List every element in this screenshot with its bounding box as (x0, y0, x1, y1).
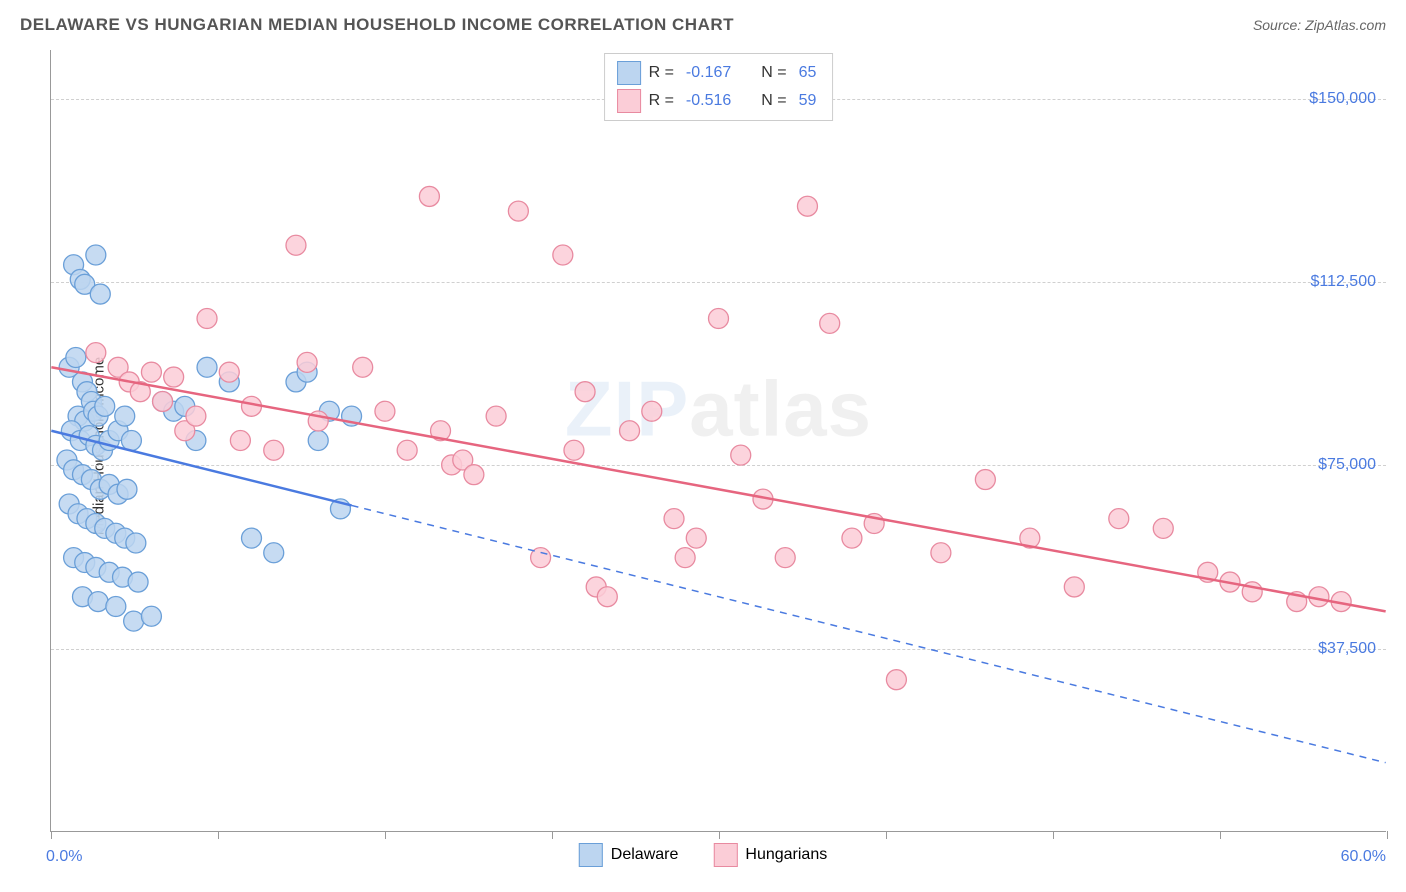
swatch-icon (713, 843, 737, 867)
data-point (1153, 518, 1173, 538)
x-tick (385, 831, 386, 839)
data-point (642, 401, 662, 421)
data-point (126, 533, 146, 553)
data-point (308, 431, 328, 451)
x-tick (1220, 831, 1221, 839)
data-point (353, 357, 373, 377)
data-point (86, 245, 106, 265)
swatch-icon (617, 89, 641, 113)
data-point (731, 445, 751, 465)
data-point (686, 528, 706, 548)
source-label: Source: ZipAtlas.com (1253, 17, 1386, 33)
data-point (775, 548, 795, 568)
regression-line (51, 367, 1385, 611)
data-point (121, 431, 141, 451)
x-tick (51, 831, 52, 839)
data-point (90, 284, 110, 304)
chart-area: ZIPatlas $37,500$75,000$112,500$150,000 … (50, 50, 1386, 832)
legend-row-delaware: R = -0.167 N = 65 (617, 59, 821, 87)
data-point (242, 528, 262, 548)
data-point (975, 470, 995, 490)
data-point (264, 543, 284, 563)
legend-correlation: R = -0.167 N = 65 R = -0.516 N = 59 (604, 53, 834, 121)
data-point (508, 201, 528, 221)
data-point (86, 343, 106, 363)
data-point (88, 592, 108, 612)
data-point (1109, 509, 1129, 529)
x-axis-min-label: 0.0% (46, 848, 82, 866)
data-point (115, 406, 135, 426)
data-point (564, 440, 584, 460)
data-point (186, 406, 206, 426)
data-point (486, 406, 506, 426)
swatch-icon (579, 843, 603, 867)
data-point (264, 440, 284, 460)
x-tick (1053, 831, 1054, 839)
x-axis-max-label: 60.0% (1341, 848, 1386, 866)
x-tick (552, 831, 553, 839)
data-point (575, 382, 595, 402)
regression-line-extrapolated (352, 505, 1386, 762)
data-point (931, 543, 951, 563)
data-point (124, 611, 144, 631)
x-tick (719, 831, 720, 839)
data-point (286, 235, 306, 255)
data-point (675, 548, 695, 568)
swatch-icon (617, 61, 641, 85)
data-point (106, 596, 126, 616)
data-point (553, 245, 573, 265)
data-point (153, 391, 173, 411)
data-point (230, 431, 250, 451)
chart-title: DELAWARE VS HUNGARIAN MEDIAN HOUSEHOLD I… (20, 15, 734, 35)
data-point (709, 308, 729, 328)
legend-series: Delaware Hungarians (579, 843, 827, 867)
x-tick (886, 831, 887, 839)
data-point (797, 196, 817, 216)
data-point (297, 352, 317, 372)
data-point (95, 396, 115, 416)
x-tick (1387, 831, 1388, 839)
data-point (219, 362, 239, 382)
data-point (141, 362, 161, 382)
data-point (164, 367, 184, 387)
data-point (419, 186, 439, 206)
data-point (664, 509, 684, 529)
scatter-plot (51, 50, 1386, 831)
data-point (620, 421, 640, 441)
x-tick (218, 831, 219, 839)
data-point (886, 670, 906, 690)
data-point (464, 465, 484, 485)
data-point (397, 440, 417, 460)
data-point (842, 528, 862, 548)
legend-item-delaware: Delaware (579, 843, 679, 867)
data-point (597, 587, 617, 607)
legend-item-hungarians: Hungarians (713, 843, 827, 867)
data-point (197, 357, 217, 377)
data-point (197, 308, 217, 328)
data-point (375, 401, 395, 421)
legend-row-hungarians: R = -0.516 N = 59 (617, 87, 821, 115)
data-point (820, 313, 840, 333)
data-point (66, 348, 86, 368)
data-point (128, 572, 148, 592)
data-point (1064, 577, 1084, 597)
data-point (141, 606, 161, 626)
data-point (117, 479, 137, 499)
